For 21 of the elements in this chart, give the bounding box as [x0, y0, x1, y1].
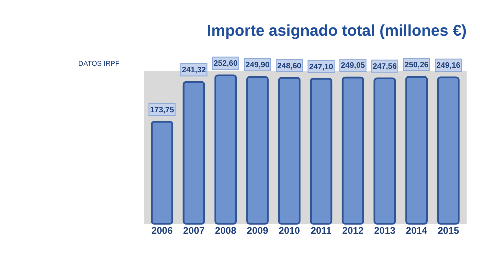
x-tick-label: 2010	[278, 226, 300, 238]
data-label: 249,16	[436, 61, 462, 70]
data-label: 173,75	[150, 105, 175, 114]
chart-title: Importe asignado total (millones €)	[207, 22, 467, 40]
x-tick-label: 2014	[406, 226, 428, 238]
data-label: 247,10	[309, 62, 334, 72]
x-tick-label: 2009	[247, 226, 268, 238]
x-tick-label: 2011	[310, 226, 332, 238]
x-tick-label: 2015	[438, 226, 460, 238]
data-label: 247,56	[372, 62, 398, 71]
data-label: 248,60	[278, 61, 302, 70]
x-tick-label: 2006	[152, 226, 173, 238]
x-tick-label: 2008	[215, 226, 238, 238]
x-tick-label: 2007	[183, 226, 205, 238]
data-label: 252,60	[214, 59, 239, 68]
data-label: 249,90	[246, 60, 270, 70]
data-label: 250,26	[404, 60, 430, 70]
data-label: 249,05	[341, 61, 366, 70]
x-tick-label: 2013	[374, 226, 396, 238]
data-label: 241,32	[182, 66, 207, 75]
x-tick-label: 2012	[342, 226, 364, 238]
